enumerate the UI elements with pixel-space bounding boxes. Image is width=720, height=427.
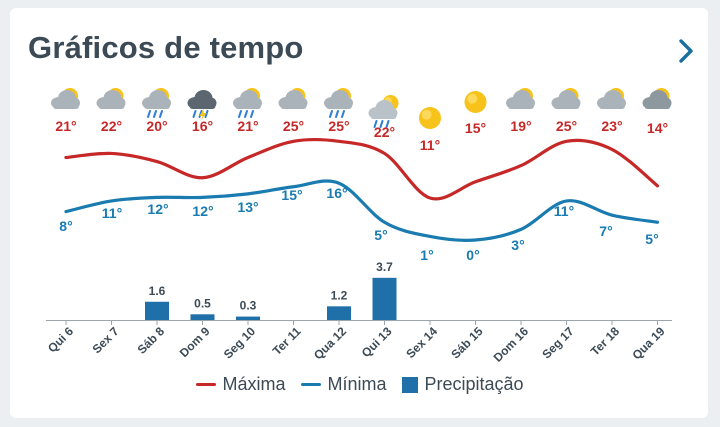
chevron-right-icon[interactable]: [674, 36, 698, 66]
precip-label: 3.7: [376, 260, 393, 274]
x-tick-label: Dom 9: [177, 324, 213, 360]
x-tick-label: Sex 14: [403, 324, 440, 361]
precip-label: 0.3: [240, 299, 257, 313]
min-temp-label: 5°: [374, 227, 387, 243]
partly-cloudy-icon: [506, 88, 535, 109]
weather-chart: 21° 22° 20° 16° 21° 25° 25° 22° 11° 15° 19° 25° 23° 1…: [45, 88, 672, 365]
sun-icon: [419, 107, 441, 129]
max-temp-label: 21°: [237, 118, 258, 134]
precip-bar: [145, 301, 169, 320]
chart-legend: Máxima Mínima Precipitação: [0, 374, 720, 395]
x-tick-label: Seg 17: [539, 324, 576, 361]
x-tick-label: Ter 18: [588, 324, 623, 359]
weather-charts-card: Gráficos de tempo: [10, 8, 708, 418]
min-temp-label: 12°: [192, 203, 213, 219]
sun-shower-icon: [368, 95, 399, 128]
min-temp-label: 7°: [599, 223, 612, 239]
legend-item-min[interactable]: Mínima: [301, 374, 386, 395]
min-temp-label: 11°: [102, 205, 122, 221]
precip-bar: [372, 277, 397, 320]
sun-icon: [464, 91, 487, 113]
min-temp-label: 12°: [147, 201, 168, 217]
cloud-thunder-icon: [187, 90, 217, 121]
legend-swatch-min: [301, 383, 322, 386]
max-temp-label: 19°: [510, 118, 531, 134]
precip-label: 1.2: [331, 288, 348, 302]
x-tick-label: Sex 7: [90, 324, 122, 356]
legend-label-max: Máxima: [222, 374, 286, 394]
partly-cloudy-icon: [597, 88, 626, 109]
max-temp-label: 25°: [556, 118, 577, 134]
cloud-rain-icon: [142, 88, 171, 118]
partly-cloudy-icon: [96, 88, 126, 109]
max-temp-label: 14°: [647, 120, 668, 136]
x-tick-label: Dom 16: [491, 324, 532, 365]
min-temp-line: [64, 179, 660, 242]
min-temp-label: 11°: [554, 203, 574, 219]
max-temp-label: 25°: [283, 118, 304, 134]
legend-item-max[interactable]: Máxima: [196, 374, 285, 395]
precip-bar: [236, 316, 260, 320]
legend-label-precip: Precipitação: [424, 374, 524, 394]
legend-item-precip[interactable]: Precipitação: [402, 374, 524, 395]
min-temp-label: 13°: [237, 199, 258, 215]
partly-cloudy-icon: [551, 88, 581, 109]
partly-cloudy-icon: [51, 88, 80, 109]
partly-cloudy-icon: [278, 88, 308, 109]
max-temp-label: 25°: [328, 118, 349, 134]
x-tick-label: Qua 19: [629, 324, 667, 362]
x-tick-label: Sáb 8: [135, 324, 168, 357]
min-temp-label: 1°: [420, 247, 433, 263]
max-temp-label: 22°: [374, 124, 395, 140]
max-temp-label: 21°: [55, 118, 76, 134]
min-temp-label: 15°: [281, 187, 302, 203]
cloud-rain-icon: [233, 88, 262, 118]
legend-label-min: Mínima: [327, 374, 387, 394]
x-tick-label: Seg 10: [221, 324, 258, 361]
cloudy-icon: [642, 88, 672, 109]
legend-swatch-precip: [402, 376, 419, 393]
min-temp-label: 0°: [466, 247, 479, 263]
x-tick-label: Qui 13: [359, 324, 395, 360]
max-temp-label: 23°: [601, 118, 622, 134]
max-temp-label: 16°: [192, 118, 213, 134]
cloud-rain-icon: [324, 88, 353, 118]
max-temp-label: 20°: [146, 118, 167, 134]
precip-bar: [327, 306, 351, 320]
max-temp-label: 15°: [465, 120, 486, 136]
min-temp-label: 3°: [511, 237, 524, 253]
card-title: Gráficos de tempo: [28, 30, 304, 65]
precip-bar: [190, 314, 215, 320]
x-tick-label: Qua 12: [311, 324, 349, 362]
legend-swatch-max: [196, 383, 217, 386]
min-temp-label: 5°: [645, 231, 658, 247]
x-tick-label: Qui 6: [45, 324, 76, 355]
min-temp-label: 8°: [59, 218, 72, 234]
precip-label: 0.5: [194, 296, 211, 310]
max-temp-line: [64, 137, 660, 201]
precip-label: 1.6: [149, 284, 166, 298]
x-tick-label: Ter 11: [270, 324, 304, 358]
x-tick-label: Sáb 15: [448, 324, 485, 361]
max-temp-label: 11°: [420, 137, 440, 153]
min-temp-label: 16°: [326, 185, 347, 201]
max-temp-label: 22°: [101, 118, 122, 134]
